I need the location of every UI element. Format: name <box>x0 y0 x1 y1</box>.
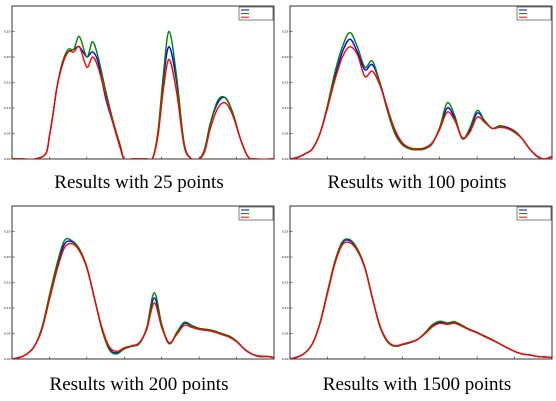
y-tick-label: 0.10 <box>4 306 11 310</box>
chart-200-points: 0.00 0.05 0.10 0.15 0.20 0.25 <box>0 200 278 365</box>
y-tick-label: 0.00 <box>4 157 11 161</box>
y-tick-label: 0.15 <box>4 281 11 285</box>
caption-100-points: Results with 100 points <box>278 172 556 194</box>
series-line-1 <box>12 46 274 160</box>
y-tick-label: 0.25 <box>282 30 289 34</box>
chart-25-points: 0.00 0.05 0.10 0.15 0.20 0.25 <box>0 0 278 165</box>
y-tick-label: 0.10 <box>4 106 11 110</box>
y-tick-label: 0.20 <box>282 255 289 259</box>
y-tick-label: 0.25 <box>4 230 11 234</box>
y-tick-label: 0.00 <box>4 357 11 361</box>
y-tick-label: 0.00 <box>282 157 289 161</box>
y-tick-label: 0.05 <box>4 332 11 336</box>
y-tick-label: 0.20 <box>282 55 289 59</box>
series-line-1 <box>290 240 552 359</box>
y-tick-label: 0.15 <box>282 281 289 285</box>
series-line-3 <box>290 47 552 159</box>
plot-frame <box>12 6 274 159</box>
y-tick-label: 0.00 <box>282 357 289 361</box>
y-tick-label: 0.05 <box>282 132 289 136</box>
chart-panel-1500-points: 0.00 0.05 0.10 0.15 0.20 0.25 Results with 15… <box>278 200 556 401</box>
series-line-2 <box>12 31 274 161</box>
series-line-1 <box>12 241 274 359</box>
y-tick-label: 0.10 <box>282 306 289 310</box>
chart-100-points: 0.00 0.05 0.10 0.15 0.20 0.25 <box>278 0 556 165</box>
chart-1500-points: 0.00 0.05 0.10 0.15 0.20 0.25 <box>278 200 556 365</box>
legend <box>517 7 551 20</box>
caption-25-points: Results with 25 points <box>0 172 278 194</box>
caption-1500-points: Results with 1500 points <box>278 374 556 396</box>
y-tick-label: 0.20 <box>4 255 11 259</box>
chart-panel-100-points: 0.00 0.05 0.10 0.15 0.20 0.25 Results with 10… <box>278 0 556 200</box>
caption-200-points: Results with 200 points <box>0 374 278 396</box>
y-tick-label: 0.05 <box>4 132 11 136</box>
series-line-3 <box>12 46 274 160</box>
y-tick-label: 0.15 <box>4 81 11 85</box>
y-tick-label: 0.20 <box>4 55 11 59</box>
legend <box>517 207 551 220</box>
legend <box>239 7 273 20</box>
series-line-2 <box>290 239 552 359</box>
y-tick-label: 0.05 <box>282 332 289 336</box>
y-tick-label: 0.10 <box>282 106 289 110</box>
series-line-3 <box>290 242 552 359</box>
series-line-3 <box>12 244 274 359</box>
legend <box>239 207 273 220</box>
series-line-2 <box>290 33 552 159</box>
y-tick-label: 0.25 <box>4 30 11 34</box>
plot-frame <box>290 6 552 159</box>
y-tick-label: 0.25 <box>282 230 289 234</box>
chart-panel-25-points: 0.00 0.05 0.10 0.15 0.20 0.25 Results with 25… <box>0 0 278 200</box>
chart-panel-200-points: 0.00 0.05 0.10 0.15 0.20 0.25 Results with 20… <box>0 200 278 401</box>
y-tick-label: 0.15 <box>282 81 289 85</box>
